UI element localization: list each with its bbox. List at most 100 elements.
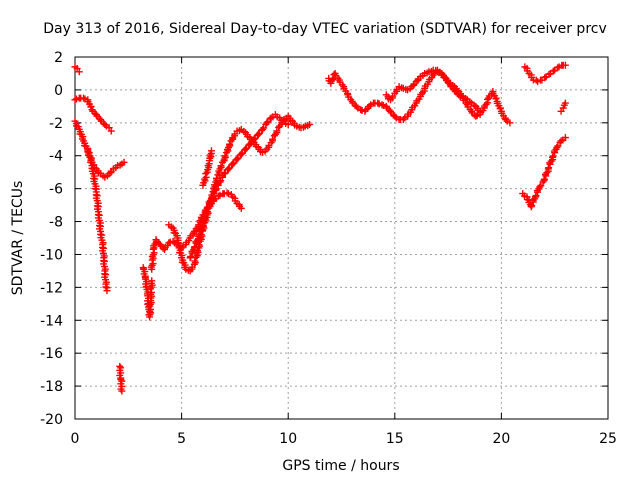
data-series [71, 63, 83, 76]
data-point [561, 61, 569, 69]
data-point [329, 76, 337, 84]
data-point [220, 170, 228, 178]
y-tick-label: -18 [40, 379, 63, 395]
data-point [545, 164, 553, 172]
data-point [196, 217, 204, 225]
data-point [207, 147, 215, 155]
data-point [352, 102, 360, 110]
data-point [549, 152, 557, 160]
y-tick-label: -16 [40, 346, 63, 362]
data-point [216, 178, 224, 186]
x-axis-label: GPS time / hours [282, 458, 399, 474]
data-point [71, 96, 79, 104]
data-series [382, 66, 484, 115]
data-point [227, 137, 235, 145]
y-tick-label: -2 [49, 116, 63, 132]
data-point [233, 155, 241, 163]
data-series [116, 362, 126, 395]
data-series [71, 94, 115, 135]
data-point [215, 192, 223, 200]
data-point [118, 387, 126, 395]
data-point [541, 74, 549, 82]
grid [75, 57, 608, 419]
x-tick-label: 0 [71, 431, 80, 447]
chart-title: Day 313 of 2016, Sidereal Day-to-day VTE… [43, 21, 607, 37]
data-point [554, 64, 562, 72]
data-point [545, 70, 553, 78]
data-point [187, 252, 195, 260]
data-point [226, 140, 234, 148]
data-point [222, 149, 230, 157]
data-point [220, 155, 228, 163]
data-point [101, 120, 109, 128]
y-tick-label: -6 [49, 182, 63, 198]
data-point [549, 67, 557, 75]
data-series [557, 99, 569, 115]
x-tick-label: 15 [386, 431, 404, 447]
data-point [193, 236, 201, 244]
x-tick-label: 20 [492, 431, 510, 447]
data-point [120, 158, 128, 166]
data-point [102, 283, 110, 291]
data-point [306, 120, 314, 128]
data-point [540, 175, 548, 183]
data-point [80, 94, 88, 102]
data-point [543, 169, 551, 177]
y-tick-label: 0 [54, 83, 63, 99]
data-point [212, 186, 220, 194]
data-point [529, 196, 537, 204]
y-tick-label: -12 [40, 280, 63, 296]
data-point [480, 102, 488, 110]
x-tick-label: 25 [599, 431, 617, 447]
data-series [84, 145, 111, 295]
data-point [378, 101, 386, 109]
data-point [195, 231, 203, 239]
data-point [550, 147, 558, 155]
data-point [476, 107, 484, 115]
data-point [191, 243, 199, 251]
data-point [202, 170, 210, 178]
data-point [225, 144, 233, 151]
data-point [250, 135, 258, 143]
data-point [259, 125, 267, 133]
data-point [391, 112, 399, 120]
data-point [537, 181, 545, 189]
data-point [528, 201, 536, 209]
data-point [148, 277, 156, 285]
data-point [188, 247, 196, 255]
data-series [519, 134, 569, 211]
data-point [225, 165, 233, 173]
data-point [374, 99, 382, 107]
data-point [216, 165, 224, 173]
data-point [242, 145, 250, 153]
data-point [260, 124, 268, 132]
data-point [229, 160, 237, 168]
data-point [554, 142, 562, 150]
data-point [246, 140, 254, 148]
data-point [206, 151, 214, 159]
y-tick-label: -4 [49, 149, 63, 165]
data-point [107, 127, 115, 135]
data-point [553, 144, 561, 151]
data-point [237, 150, 245, 158]
data-point [212, 174, 220, 182]
data-point [75, 68, 83, 76]
data-point [103, 287, 111, 295]
data-point [217, 162, 225, 170]
data-series [186, 111, 292, 262]
plot-frame [74, 56, 609, 420]
data-series [190, 189, 245, 237]
data-series [521, 61, 569, 86]
y-tick-label: -8 [49, 215, 63, 231]
data-point [191, 257, 199, 265]
y-tick-label: -10 [40, 247, 63, 263]
data-point [221, 152, 229, 160]
data-point [561, 134, 569, 142]
data-point [237, 204, 245, 212]
data-point [533, 187, 541, 195]
data-point [482, 100, 490, 108]
data-series [199, 147, 215, 189]
x-tick-label: 5 [177, 431, 186, 447]
